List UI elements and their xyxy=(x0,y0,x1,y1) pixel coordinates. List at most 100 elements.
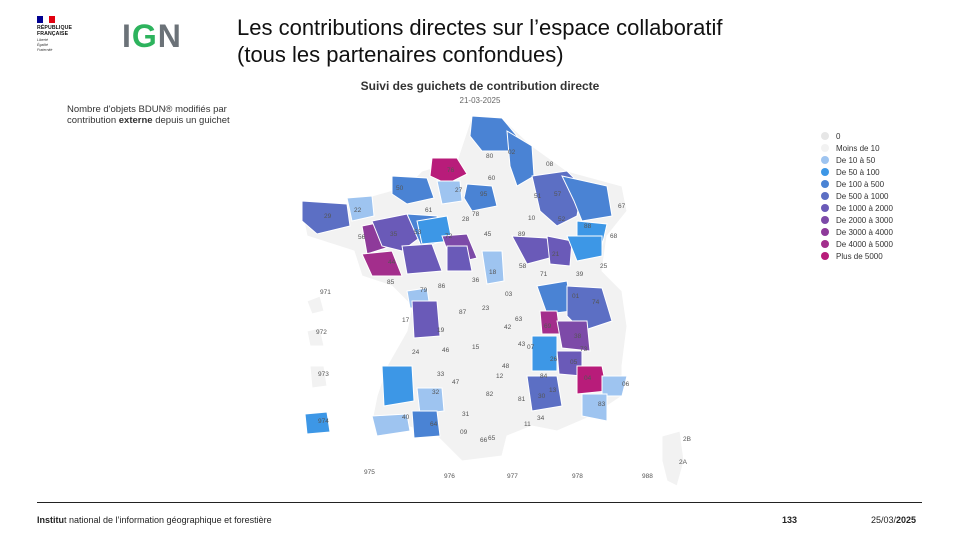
dept-label-18: 18 xyxy=(489,269,497,276)
legend-label: Moins de 10 xyxy=(836,143,880,153)
rf-flag-icon xyxy=(37,16,55,23)
legend-swatch xyxy=(821,240,829,248)
dept-label-79: 79 xyxy=(420,287,428,294)
dept-label-87: 87 xyxy=(459,309,467,316)
legend-label: De 50 à 100 xyxy=(836,167,880,177)
dept-label-40: 40 xyxy=(402,414,410,421)
dept-49 xyxy=(401,243,443,275)
dept-label-42: 42 xyxy=(504,324,512,331)
dept-label-33: 33 xyxy=(437,371,445,378)
dept-65 xyxy=(411,410,441,439)
dept-label-01: 01 xyxy=(572,293,580,300)
dept-label-35: 35 xyxy=(390,231,398,238)
legend-label: De 100 à 500 xyxy=(836,179,885,189)
legend-label: De 500 à 1000 xyxy=(836,191,889,201)
dept-label-25: 25 xyxy=(600,263,608,270)
dept-27 xyxy=(436,180,463,205)
rf-line-1: RÉPUBLIQUE xyxy=(37,25,73,31)
legend-item: De 1000 à 2000 xyxy=(821,202,893,214)
dept-29 xyxy=(301,200,351,235)
dept-label-971: 971 xyxy=(320,289,331,296)
dept-label-73: 73 xyxy=(580,346,588,353)
dept-label-09: 09 xyxy=(460,429,468,436)
dept-38 xyxy=(556,320,591,352)
map-legend: 0 Moins de 10 De 10 à 50 De 50 à 100 De 100 … xyxy=(821,130,893,262)
legend-item: 0 xyxy=(821,130,893,142)
rf-motto-2: Égalité xyxy=(37,43,48,47)
dept-32 xyxy=(416,387,445,415)
dept-label-45: 45 xyxy=(484,231,492,238)
dept-label-34: 34 xyxy=(537,415,545,422)
dept-label-30: 30 xyxy=(538,393,546,400)
legend-label: De 10 à 50 xyxy=(836,155,876,165)
ign-logo: IGN xyxy=(122,18,182,55)
dept-971 xyxy=(306,295,325,315)
dept-label-64: 64 xyxy=(430,421,438,428)
legend-item: De 2000 à 3000 xyxy=(821,214,893,226)
dept-label-13: 13 xyxy=(549,387,557,394)
dept-35-area xyxy=(371,213,423,252)
rf-line-2: FRANÇAISE xyxy=(37,31,69,37)
legend-swatch xyxy=(821,192,829,200)
dept-ardennes-area xyxy=(506,130,535,187)
legend-item: De 50 à 100 xyxy=(821,166,893,178)
legend-item: De 10 à 50 xyxy=(821,154,893,166)
slide-title-line-2: (tous les partenaires confondues) xyxy=(237,42,564,67)
dept-22 xyxy=(346,195,375,222)
dept-label-38: 38 xyxy=(574,333,582,340)
legend-label: De 1000 à 2000 xyxy=(836,203,893,213)
dept-label-978: 978 xyxy=(572,473,583,480)
dept-label-21: 21 xyxy=(552,251,560,258)
legend-label: De 4000 à 5000 xyxy=(836,239,893,249)
dept-label-23: 23 xyxy=(482,305,490,312)
dept-label-24: 24 xyxy=(412,349,420,356)
dept-label-48: 48 xyxy=(502,363,510,370)
map-note-bold: externe xyxy=(118,115,153,126)
dept-973 xyxy=(309,365,328,389)
legend-swatch xyxy=(821,180,829,188)
ign-logo-g: G xyxy=(131,18,158,54)
dept-label-17: 17 xyxy=(402,317,410,324)
dept-label-50: 50 xyxy=(396,185,404,192)
dept-44 xyxy=(361,250,403,277)
dept-label-22: 22 xyxy=(354,207,362,214)
dept-label-76: 76 xyxy=(447,167,455,174)
republique-francaise-logo: RÉPUBLIQUE FRANÇAISE Liberté Égalité Fra… xyxy=(37,16,89,58)
dept-label-976: 976 xyxy=(444,473,455,480)
footer-divider xyxy=(37,502,922,503)
dept-label-972: 972 xyxy=(316,329,327,336)
dept-974 xyxy=(304,411,331,435)
dept-label-89: 89 xyxy=(518,231,526,238)
dept-label-52: 52 xyxy=(558,216,566,223)
dept-74-73 xyxy=(566,285,613,332)
footer-date: 25/03/2025 xyxy=(871,515,916,525)
dept-06 xyxy=(601,375,628,397)
dept-label-36: 36 xyxy=(472,277,480,284)
dept-64 xyxy=(371,413,411,437)
dept-label-66: 66 xyxy=(480,437,488,444)
dept-calvados-area xyxy=(391,175,435,205)
contribution-map-panel: 80 08 76 60 02 51 50 27 95 57 67 22 61 78 28 10 52 29 56 45… xyxy=(62,76,898,496)
footer-page-number: 133 xyxy=(782,515,798,525)
dept-label-68: 68 xyxy=(610,233,618,240)
dept-label-71: 71 xyxy=(540,271,548,278)
dept-label-43: 43 xyxy=(518,341,526,348)
legend-item: De 4000 à 5000 xyxy=(821,238,893,250)
dept-label-08: 08 xyxy=(546,161,554,168)
dept-label-46: 46 xyxy=(442,347,450,354)
dept-label-63: 63 xyxy=(515,316,523,323)
dept-label-39: 39 xyxy=(576,271,584,278)
legend-swatch xyxy=(821,156,829,164)
dept-label-44: 44 xyxy=(388,259,396,266)
map-date: 21-03-2025 xyxy=(459,96,501,105)
dept-label-12: 12 xyxy=(496,373,504,380)
dept-label-11: 11 xyxy=(524,421,531,428)
ign-logo-i: I xyxy=(122,18,132,54)
dept-label-29: 29 xyxy=(324,213,332,220)
dept-label-32: 32 xyxy=(432,389,440,396)
dept-label-974: 974 xyxy=(318,418,329,425)
legend-swatch xyxy=(821,252,829,260)
legend-swatch xyxy=(821,168,829,176)
dept-idf xyxy=(463,183,498,212)
map-title: Suivi des guichets de contribution direc… xyxy=(360,79,600,93)
